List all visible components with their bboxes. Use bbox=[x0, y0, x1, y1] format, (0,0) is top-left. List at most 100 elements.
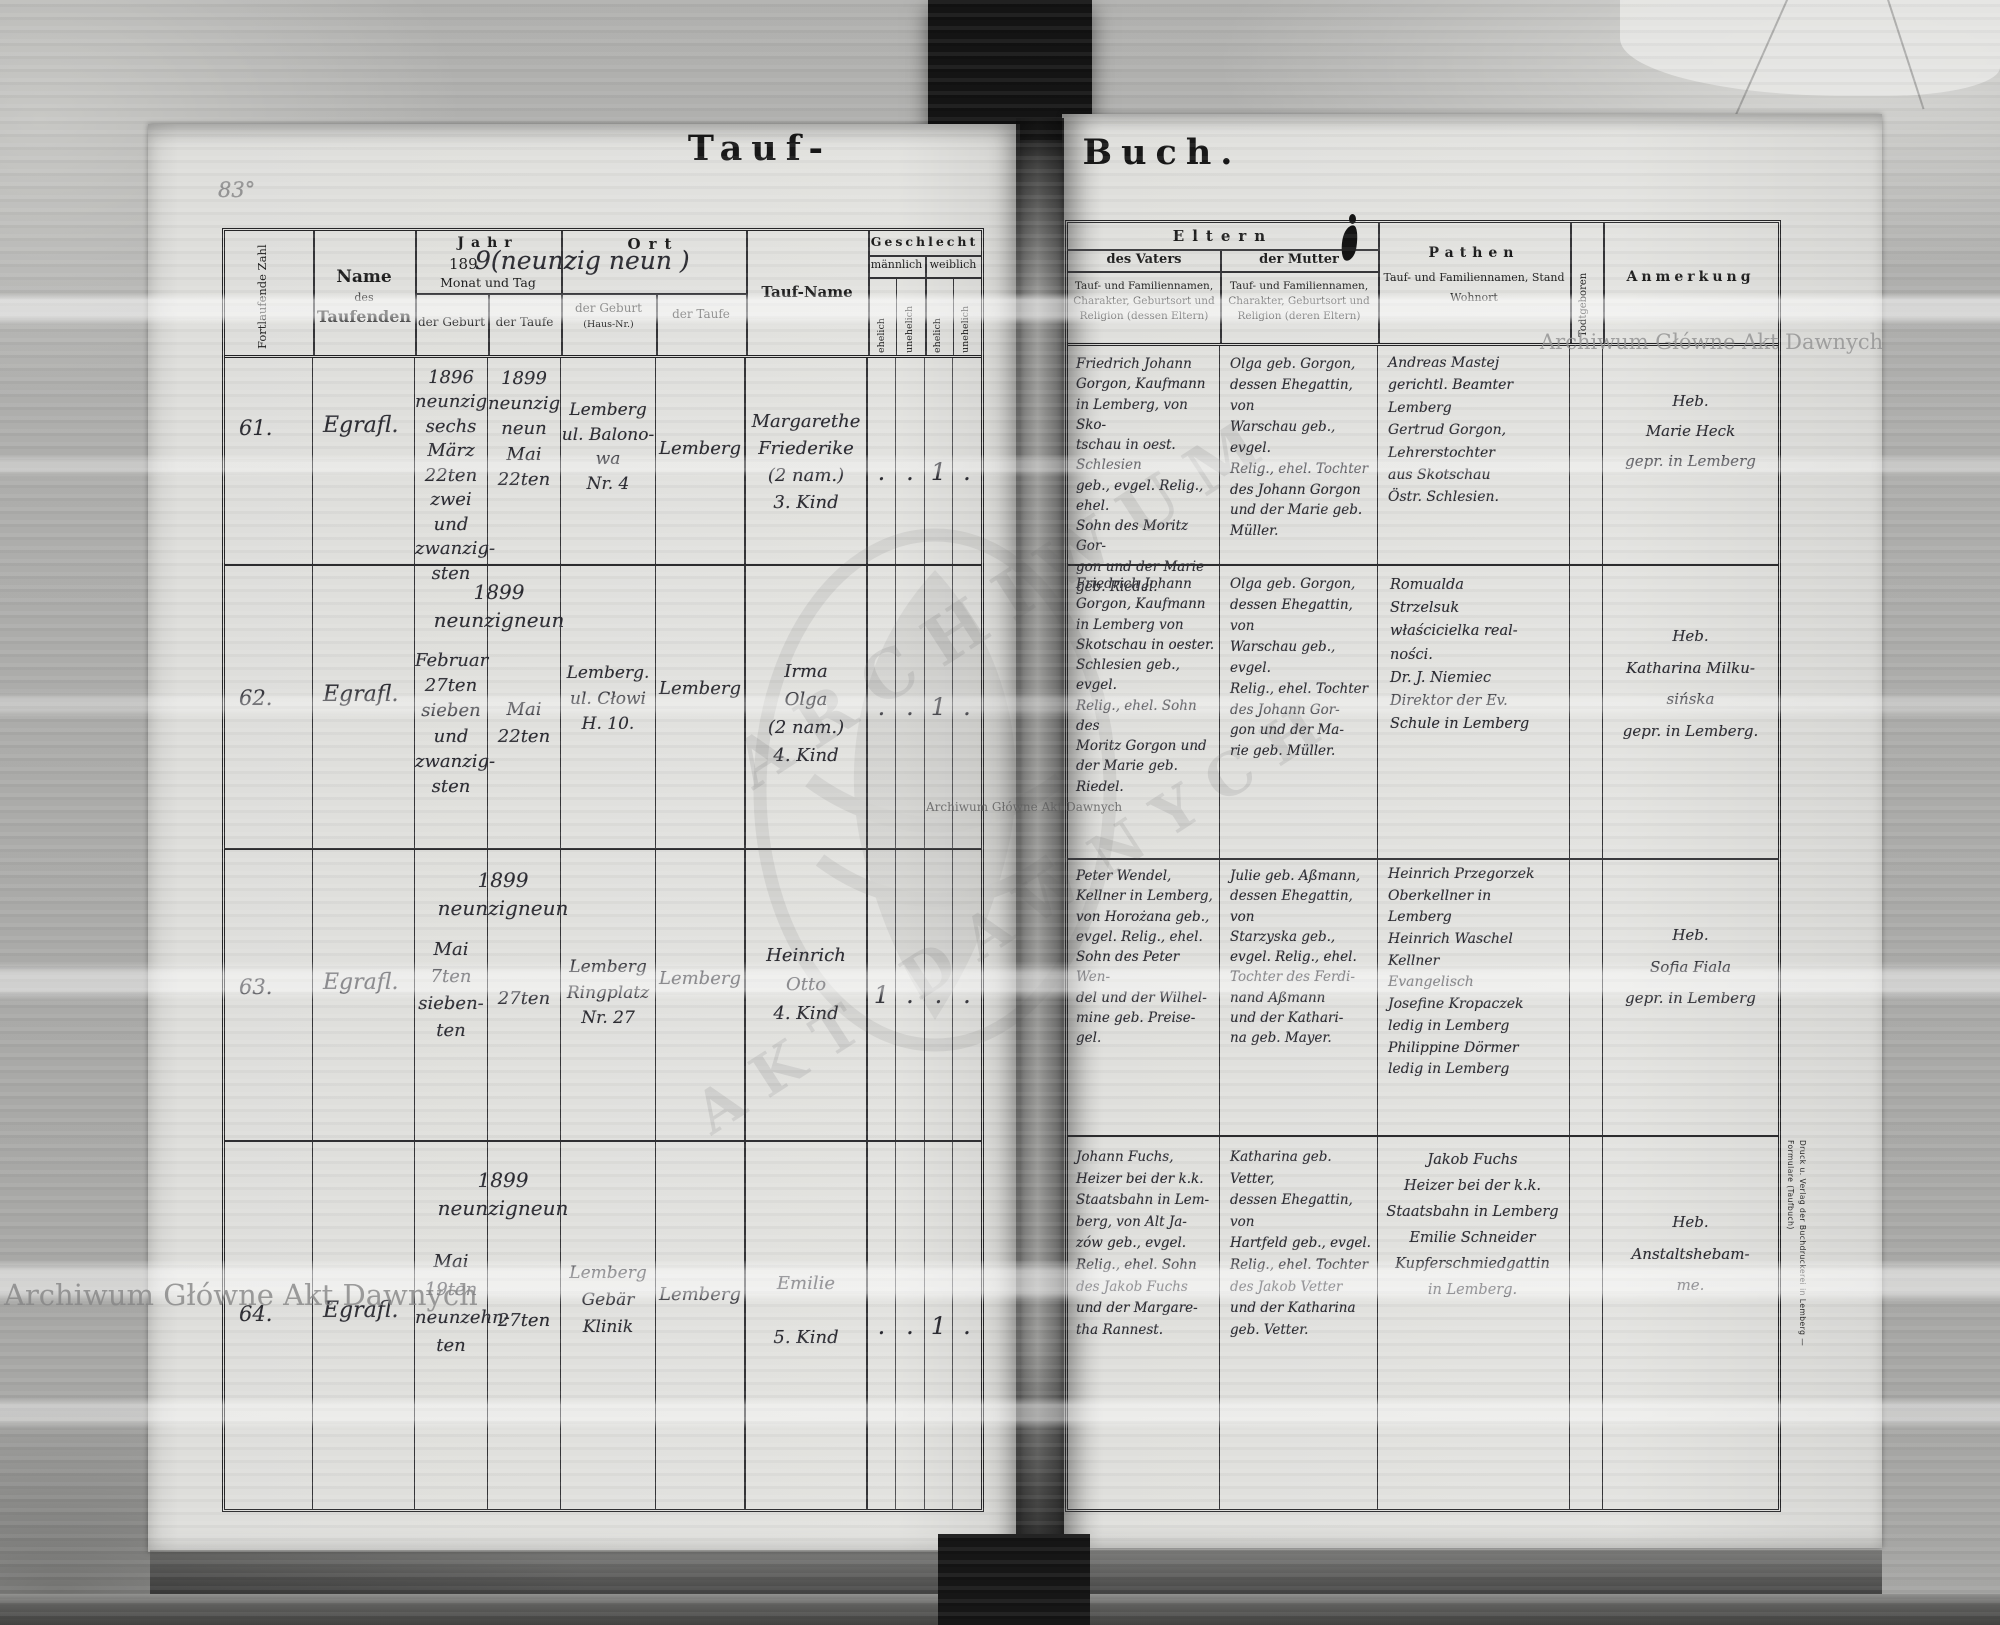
sex-mark-m-ehelich: . bbox=[868, 1142, 896, 1509]
page-number: 83° bbox=[218, 178, 256, 202]
sex-mark-m-ehelich: . bbox=[868, 566, 896, 848]
birth-place: Lemberg ul. Balono- wa Nr. 4 bbox=[561, 358, 656, 587]
sex-mark-m-ehelich: . bbox=[868, 358, 896, 587]
remark-entry: Heb. Anstaltshebam- me. bbox=[1631, 1213, 1750, 1294]
remark-entry: Heb. Sofia Fiala gepr. in Lemberg bbox=[1625, 926, 1756, 1007]
col-header-anmerkung: Anmerkung bbox=[1626, 269, 1755, 285]
table-row: 1899 neunzigneun 62. Egrafl. Februar 27t… bbox=[225, 564, 981, 848]
baptism-name: Irma Olga (2 nam.) 4. Kind bbox=[746, 566, 868, 848]
mother-entry: Katharina geb. Vetter, dessen Ehegattin,… bbox=[1220, 1137, 1378, 1509]
sex-mark-w-unehelich: . bbox=[963, 693, 971, 721]
baptizer-name: Egrafl. bbox=[313, 566, 415, 848]
printed-year: 189 bbox=[449, 255, 478, 273]
col-header-name-des: des bbox=[354, 291, 374, 304]
sex-mark-m-unehelich: . bbox=[896, 566, 925, 848]
baptism-place: Lemberg bbox=[656, 1142, 746, 1509]
table-header-left: Fortlaufende Zahl Name des Taufenden Jah… bbox=[225, 231, 981, 358]
mother-entry: Julie geb. Aßmann, dessen Ehegattin, von… bbox=[1220, 860, 1378, 1135]
sex-mark-m-unehelich: . bbox=[896, 1142, 925, 1509]
stillborn-entry bbox=[1570, 346, 1603, 597]
col-header-running-number: Fortlaufende Zahl bbox=[255, 244, 269, 349]
table-row: 1899 neunzigneun 63. Egrafl. Mai 7ten si… bbox=[225, 848, 981, 1140]
baptism-name: Margarethe Friederike (2 nam.) 3. Kind bbox=[746, 358, 868, 587]
col-header-ehelich: ehelich bbox=[932, 318, 943, 353]
page-title-right: Buch. bbox=[1082, 132, 1242, 173]
col-header-pathen-sub1: Tauf- und Familiennamen, Stand bbox=[1383, 271, 1565, 284]
remark-entry: Heb. Katharina Milku- sińska gepr. in Le… bbox=[1622, 627, 1759, 740]
col-header-hausnr: (Haus-Nr.) bbox=[583, 319, 634, 330]
row-number: 64. bbox=[225, 1142, 313, 1509]
mother-entry: Olga geb. Gorgon, dessen Ehegattin, von … bbox=[1220, 566, 1378, 858]
baptism-table-left: Fortlaufende Zahl Name des Taufenden Jah… bbox=[222, 228, 984, 1512]
col-header-taufname: Tauf-Name bbox=[761, 283, 853, 301]
table-row: Johann Fuchs, Heizer bei der k.k. Staats… bbox=[1068, 1135, 1778, 1509]
father-entry: Johann Fuchs, Heizer bei der k.k. Staats… bbox=[1068, 1137, 1220, 1509]
baptism-name: Emilie 5. Kind bbox=[746, 1142, 868, 1509]
col-header-geburtsdatum: der Geburt bbox=[418, 315, 485, 329]
row-number: 61. bbox=[225, 358, 313, 587]
sex-mark-w-unehelich: . bbox=[963, 1311, 971, 1340]
godparents-entry: Heinrich Przegorzek Oberkellner in Lembe… bbox=[1378, 860, 1570, 1135]
baptism-place: Lemberg bbox=[656, 566, 746, 848]
sex-mark-m-unehelich: . bbox=[896, 850, 925, 1140]
godparents-entry: Andreas Mastej gerichtl. Beamter Lemberg… bbox=[1378, 346, 1570, 597]
ink-blot bbox=[1349, 214, 1356, 224]
remark-entry: Heb. Marie Heck gepr. in Lemberg bbox=[1625, 392, 1756, 470]
baptism-place: Lemberg bbox=[656, 850, 746, 1140]
year-annotation: 1899 neunzigneun bbox=[437, 1168, 569, 1220]
table-row: Friedrich Johann Gorgon, Kaufmann in Lem… bbox=[1068, 564, 1778, 858]
table-header-right: Eltern des Vaters der Mutter Tauf- und F… bbox=[1068, 223, 1778, 346]
baptism-date: 1899 neunzig neun Mai 22ten bbox=[488, 358, 561, 587]
col-header-geburtsort: der Geburt bbox=[575, 301, 642, 315]
sex-mark-w-ehelich: 1 bbox=[925, 566, 953, 848]
col-header-taufdatum: der Taufe bbox=[495, 315, 554, 329]
table-row: Peter Wendel, Kellner in Lemberg, von Ho… bbox=[1068, 858, 1778, 1135]
baptizer-name: Egrafl. bbox=[313, 850, 415, 1140]
col-header-name: Name bbox=[336, 267, 392, 287]
col-header-unehelich: unehelich bbox=[960, 305, 971, 353]
baptism-table-right: Eltern des Vaters der Mutter Tauf- und F… bbox=[1065, 220, 1781, 1512]
baptizer-name: Egrafl. bbox=[313, 358, 415, 587]
sex-mark-w-ehelich: 1 bbox=[925, 1142, 953, 1509]
baptism-place: Lemberg bbox=[656, 358, 746, 587]
col-header-maennlich: männlich bbox=[870, 258, 923, 271]
col-header-pathen-sub2: Wohnort bbox=[1450, 291, 1498, 304]
col-header-vater-sub: Tauf- und Familiennamen, Charakter, Gebu… bbox=[1073, 280, 1215, 323]
table-row: 61. Egrafl. 1896 neunzig sechs März 22te… bbox=[225, 358, 981, 587]
stillborn-entry bbox=[1570, 566, 1603, 858]
stillborn-entry bbox=[1570, 860, 1603, 1135]
col-header-mutter-sub: Tauf- und Familiennamen, Charakter, Gebu… bbox=[1228, 280, 1370, 323]
godparents-entry: Jakob Fuchs Heizer bei der k.k. Staatsba… bbox=[1378, 1137, 1570, 1509]
table-row: Friedrich Johann Gorgon, Kaufmann in Lem… bbox=[1068, 346, 1778, 597]
page-title-left: Tauf- bbox=[687, 128, 833, 169]
handwritten-year: 9(neunzig neun ) bbox=[475, 246, 690, 275]
godparents-entry: Romualda Strzelsuk właścicielka real- no… bbox=[1378, 566, 1570, 858]
sex-mark-w-unehelich: . bbox=[963, 458, 971, 487]
col-header-weiblich: weiblich bbox=[929, 258, 977, 271]
baptizer-name: Egrafl. bbox=[313, 1142, 415, 1509]
sex-mark-w-ehelich: . bbox=[925, 850, 953, 1140]
birth-date: 1896 neunzig sechs März 22ten zwei und z… bbox=[415, 358, 495, 587]
sex-mark-w-unehelich: . bbox=[963, 981, 971, 1009]
sex-mark-m-unehelich: . bbox=[896, 358, 925, 587]
col-header-unehelich: unehelich bbox=[904, 305, 915, 353]
year-annotation: 1899 neunzigneun bbox=[437, 868, 569, 920]
sex-mark-w-ehelich: 1 bbox=[925, 358, 953, 587]
table-row: 1899 neunzigneun 64. Egrafl. Mai 19ten n… bbox=[225, 1140, 981, 1509]
row-number: 63. bbox=[225, 850, 313, 1140]
col-header-taufort: der Taufe bbox=[672, 307, 730, 321]
book-gutter-shadow bbox=[1016, 118, 1064, 1548]
col-header-vater: des Vaters bbox=[1106, 252, 1182, 267]
col-header-taufenden: Taufenden bbox=[316, 307, 412, 326]
col-header-pathen: Pathen bbox=[1428, 245, 1520, 261]
father-entry: Friedrich Johann Gorgon, Kaufmann in Lem… bbox=[1068, 346, 1220, 597]
year-annotation: 1899 neunzigneun bbox=[433, 580, 565, 632]
col-header-ehelich: ehelich bbox=[876, 318, 887, 353]
col-header-eltern: Eltern bbox=[1172, 227, 1274, 245]
row-number: 62. bbox=[225, 566, 313, 848]
printer-imprint: Druck u. Verlag der Buchdruckerei in Lem… bbox=[1786, 1140, 1807, 1347]
father-entry: Peter Wendel, Kellner in Lemberg, von Ho… bbox=[1068, 860, 1220, 1135]
col-header-todtgeboren: Todtgeboren bbox=[1578, 272, 1589, 337]
col-header-geschlecht: Geschlecht bbox=[870, 234, 979, 249]
stillborn-entry bbox=[1570, 1137, 1603, 1509]
